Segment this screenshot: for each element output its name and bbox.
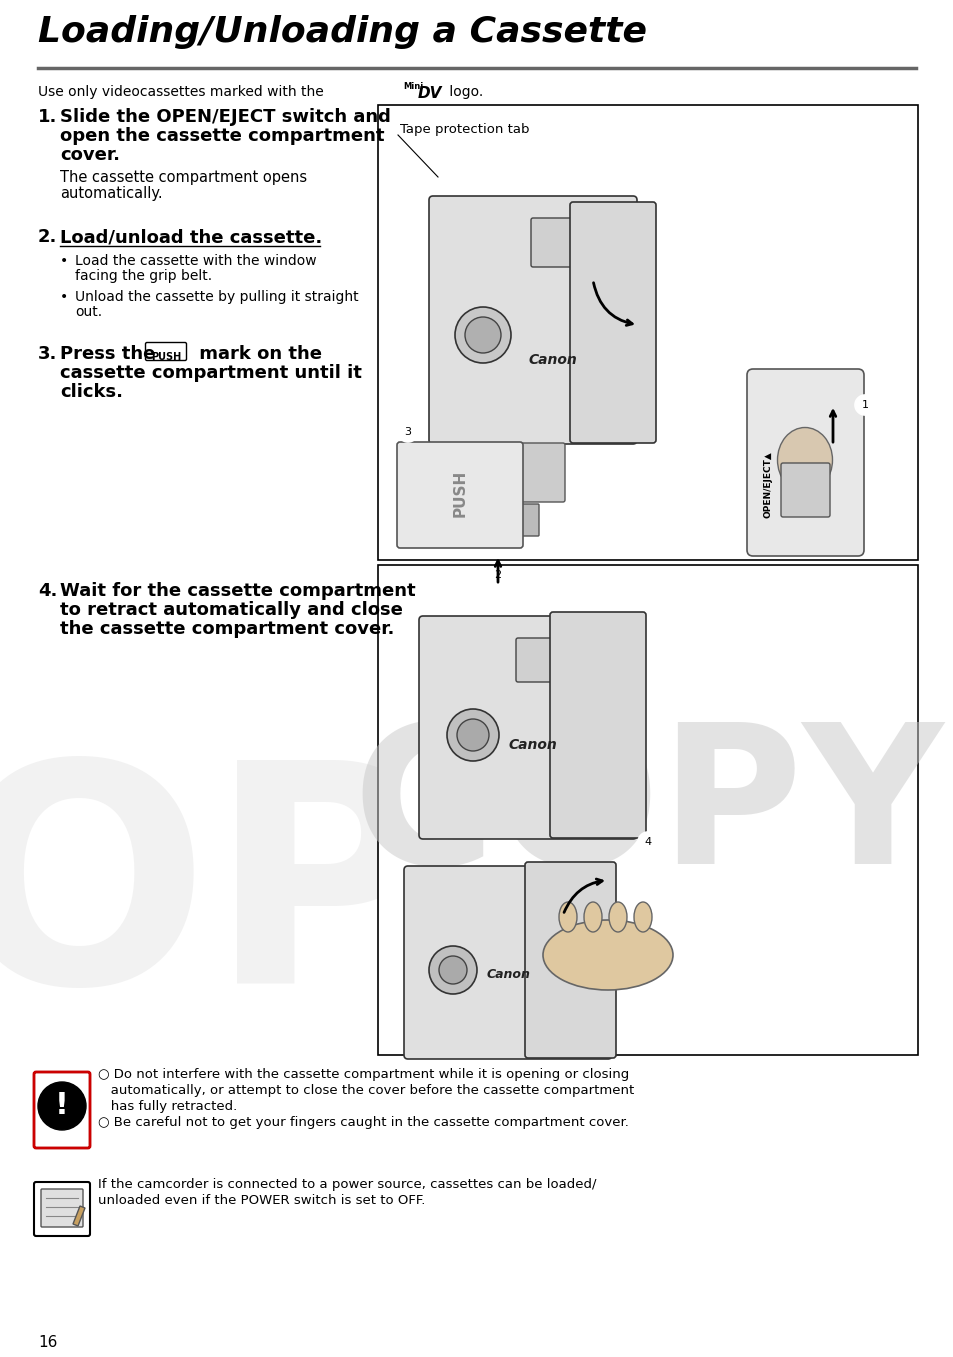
Ellipse shape — [777, 427, 832, 493]
Ellipse shape — [542, 920, 672, 991]
Text: the cassette compartment cover.: the cassette compartment cover. — [60, 620, 394, 638]
Text: Unload the cassette by pulling it straight: Unload the cassette by pulling it straig… — [75, 290, 358, 304]
Circle shape — [429, 946, 476, 993]
FancyBboxPatch shape — [431, 442, 564, 502]
Text: ○ Do not interfere with the cassette compartment while it is opening or closing: ○ Do not interfere with the cassette com… — [98, 1068, 629, 1082]
Text: 3: 3 — [404, 427, 411, 437]
FancyBboxPatch shape — [569, 202, 656, 442]
Ellipse shape — [608, 902, 626, 932]
Circle shape — [397, 422, 417, 442]
Text: !: ! — [55, 1091, 69, 1121]
Text: cassette compartment until it: cassette compartment until it — [60, 364, 361, 383]
FancyBboxPatch shape — [531, 218, 624, 267]
Text: PUSH: PUSH — [452, 470, 467, 517]
FancyBboxPatch shape — [34, 1072, 90, 1148]
Text: logo.: logo. — [444, 85, 483, 99]
Text: 3.: 3. — [38, 345, 57, 364]
Bar — [377, 104, 917, 560]
Bar — [377, 565, 917, 1054]
Text: OPEN/EJECT▲: OPEN/EJECT▲ — [762, 452, 772, 518]
Ellipse shape — [583, 902, 601, 932]
Text: mark on the: mark on the — [193, 345, 322, 364]
Text: Load/unload the cassette.: Load/unload the cassette. — [60, 228, 322, 246]
Text: has fully retracted.: has fully retracted. — [98, 1101, 237, 1113]
FancyBboxPatch shape — [146, 342, 186, 361]
Text: COPY: COPY — [352, 716, 943, 904]
FancyBboxPatch shape — [781, 463, 829, 517]
Text: Loading/Unloading a Cassette: Loading/Unloading a Cassette — [38, 15, 646, 49]
FancyBboxPatch shape — [456, 503, 538, 536]
Text: Press the: Press the — [60, 345, 161, 364]
FancyBboxPatch shape — [41, 1189, 83, 1227]
Ellipse shape — [558, 902, 577, 932]
Text: cover.: cover. — [60, 147, 120, 164]
Text: The cassette compartment opens: The cassette compartment opens — [60, 170, 307, 185]
Text: If the camcorder is connected to a power source, cassettes can be loaded/: If the camcorder is connected to a power… — [98, 1178, 596, 1191]
FancyBboxPatch shape — [516, 638, 604, 683]
Text: •: • — [60, 254, 69, 267]
Text: 1: 1 — [861, 400, 867, 410]
FancyBboxPatch shape — [403, 866, 612, 1058]
Text: •: • — [60, 290, 69, 304]
Text: to retract automatically and close: to retract automatically and close — [60, 601, 402, 619]
Circle shape — [438, 955, 467, 984]
Text: 4.: 4. — [38, 582, 57, 600]
Text: Canon: Canon — [508, 738, 557, 752]
Text: Mini: Mini — [402, 81, 423, 91]
Text: 2.: 2. — [38, 228, 57, 246]
FancyBboxPatch shape — [34, 1182, 90, 1236]
Text: 1.: 1. — [38, 109, 57, 126]
Text: Wait for the cassette compartment: Wait for the cassette compartment — [60, 582, 416, 600]
FancyBboxPatch shape — [524, 862, 616, 1058]
Text: Canon: Canon — [485, 969, 529, 981]
Circle shape — [38, 1082, 86, 1130]
Text: Canon: Canon — [528, 353, 577, 366]
Circle shape — [447, 708, 498, 761]
Text: out.: out. — [75, 305, 102, 319]
Text: automatically, or attempt to close the cover before the cassette compartment: automatically, or attempt to close the c… — [98, 1084, 634, 1096]
Circle shape — [488, 565, 507, 585]
Text: DV: DV — [417, 85, 442, 100]
FancyBboxPatch shape — [746, 369, 863, 556]
Text: Load the cassette with the window: Load the cassette with the window — [75, 254, 316, 267]
FancyBboxPatch shape — [418, 616, 637, 839]
Text: facing the grip belt.: facing the grip belt. — [75, 269, 212, 284]
Ellipse shape — [634, 902, 651, 932]
Circle shape — [456, 719, 489, 750]
Text: 16: 16 — [38, 1335, 57, 1350]
Text: Tape protection tab: Tape protection tab — [399, 123, 529, 136]
Text: PUSH: PUSH — [151, 351, 181, 362]
FancyBboxPatch shape — [550, 612, 645, 839]
Circle shape — [464, 318, 500, 353]
Circle shape — [854, 395, 874, 415]
Circle shape — [638, 832, 658, 852]
Text: COPY: COPY — [0, 752, 654, 1049]
Text: Slide the OPEN/EJECT switch and: Slide the OPEN/EJECT switch and — [60, 109, 391, 126]
Text: open the cassette compartment: open the cassette compartment — [60, 128, 384, 145]
Polygon shape — [73, 1206, 85, 1225]
Text: ○ Be careful not to get your fingers caught in the cassette compartment cover.: ○ Be careful not to get your fingers cau… — [98, 1115, 628, 1129]
Text: 4: 4 — [644, 837, 651, 847]
Circle shape — [455, 307, 511, 364]
Text: clicks.: clicks. — [60, 383, 123, 402]
Text: automatically.: automatically. — [60, 186, 162, 201]
FancyBboxPatch shape — [429, 195, 637, 444]
Text: unloaded even if the POWER switch is set to OFF.: unloaded even if the POWER switch is set… — [98, 1194, 425, 1206]
Text: 2: 2 — [494, 570, 501, 579]
FancyBboxPatch shape — [396, 442, 522, 548]
Text: Use only videocassettes marked with the: Use only videocassettes marked with the — [38, 85, 323, 99]
